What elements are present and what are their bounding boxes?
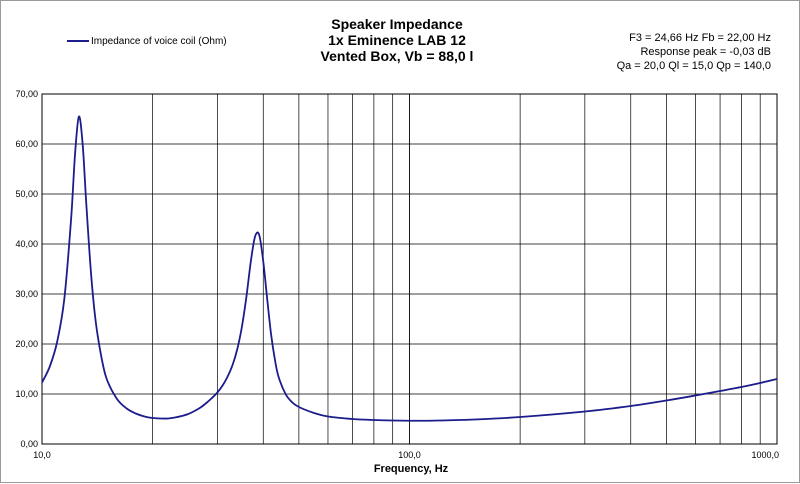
x-tick-label: 1000,0 (751, 450, 779, 460)
y-tick-label: 30,00 (15, 289, 38, 299)
grid (42, 94, 777, 444)
info-f3-fb: F3 = 24,66 Hz Fb = 22,00 Hz (629, 32, 771, 44)
y-tick-label: 40,00 (15, 239, 38, 249)
y-tick-label: 0,00 (20, 439, 38, 449)
y-axis-ticks: 0,00 10,00 20,00 30,00 40,00 50,00 60,00 70,00 (15, 89, 38, 449)
legend-label: Impedance of voice coil (Ohm) (91, 36, 227, 47)
chart-subtitle-box: Vented Box, Vb = 88,0 l (321, 48, 474, 64)
info-q-values: Qa = 20,0 Ql = 15,0 Qp = 140,0 (617, 60, 771, 72)
impedance-series-line (41, 115, 778, 422)
y-tick-label: 10,00 (15, 389, 38, 399)
x-axis-ticks: 10,0 100,0 1000,0 (33, 450, 779, 460)
y-tick-label: 70,00 (15, 89, 38, 99)
chart-title: Speaker Impedance (331, 16, 463, 32)
x-axis-label: Frequency, Hz (374, 463, 449, 475)
x-tick-label: 10,0 (33, 450, 51, 460)
y-tick-label: 60,00 (15, 139, 38, 149)
legend: Impedance of voice coil (Ohm) (67, 36, 227, 47)
x-tick-label: 100,0 (398, 450, 421, 460)
plot-area-border (41, 93, 778, 445)
chart-subtitle-driver: 1x Eminence LAB 12 (328, 32, 466, 48)
y-tick-label: 20,00 (15, 339, 38, 349)
info-response-peak: Response peak = -0,03 dB (640, 46, 771, 58)
y-tick-label: 50,00 (15, 189, 38, 199)
